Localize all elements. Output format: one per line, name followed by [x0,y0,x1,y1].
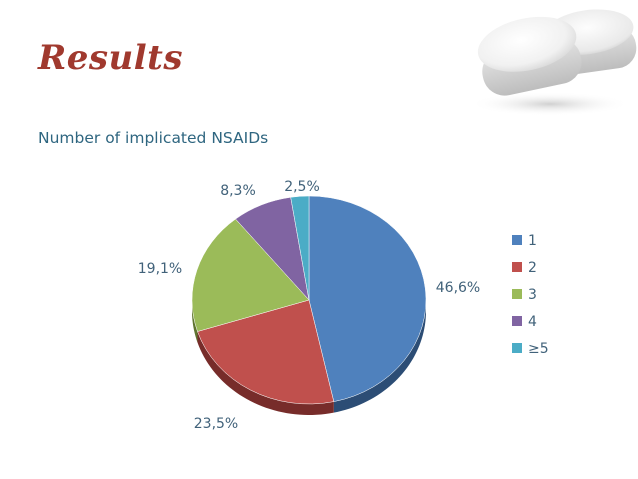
pie-slice-2 [197,299,335,405]
chart-subtitle: Number of implicated NSAIDs [38,129,269,147]
pill-front-shape [477,16,582,96]
pie-slices [191,195,427,405]
legend-swatch-3 [512,289,522,299]
legend-label-4: 4 [528,314,537,330]
legend-swatch-5 [512,343,522,353]
data-label-1: 46,6% [436,280,480,296]
data-label-2: 23,5% [194,416,238,432]
pie-slice-3 [191,218,310,332]
legend-label-5: ≥5 [528,341,549,357]
legend-swatch-1 [512,235,522,245]
legend-label-3: 3 [528,287,537,303]
legend-swatch-2 [512,262,522,272]
data-label-4: 8,3% [220,183,256,199]
chart-legend: 1 2 3 4 ≥5 [512,233,549,357]
legend-label-1: 1 [528,233,537,249]
pie-data-labels: 46,6% 23,5% 19,1% 8,3% 2,5% [138,179,480,432]
pills-image [470,9,637,116]
pie-slice-5 [290,195,310,301]
data-label-3: 19,1% [138,261,182,277]
data-label-5: 2,5% [284,179,320,195]
pie-slice-1 [308,195,427,402]
pie-side-3 [192,300,198,343]
slide-title: Results [38,38,184,78]
legend-swatch-4 [512,316,522,326]
legend-label-2: 2 [528,260,537,276]
pie-side-2 [197,331,334,415]
